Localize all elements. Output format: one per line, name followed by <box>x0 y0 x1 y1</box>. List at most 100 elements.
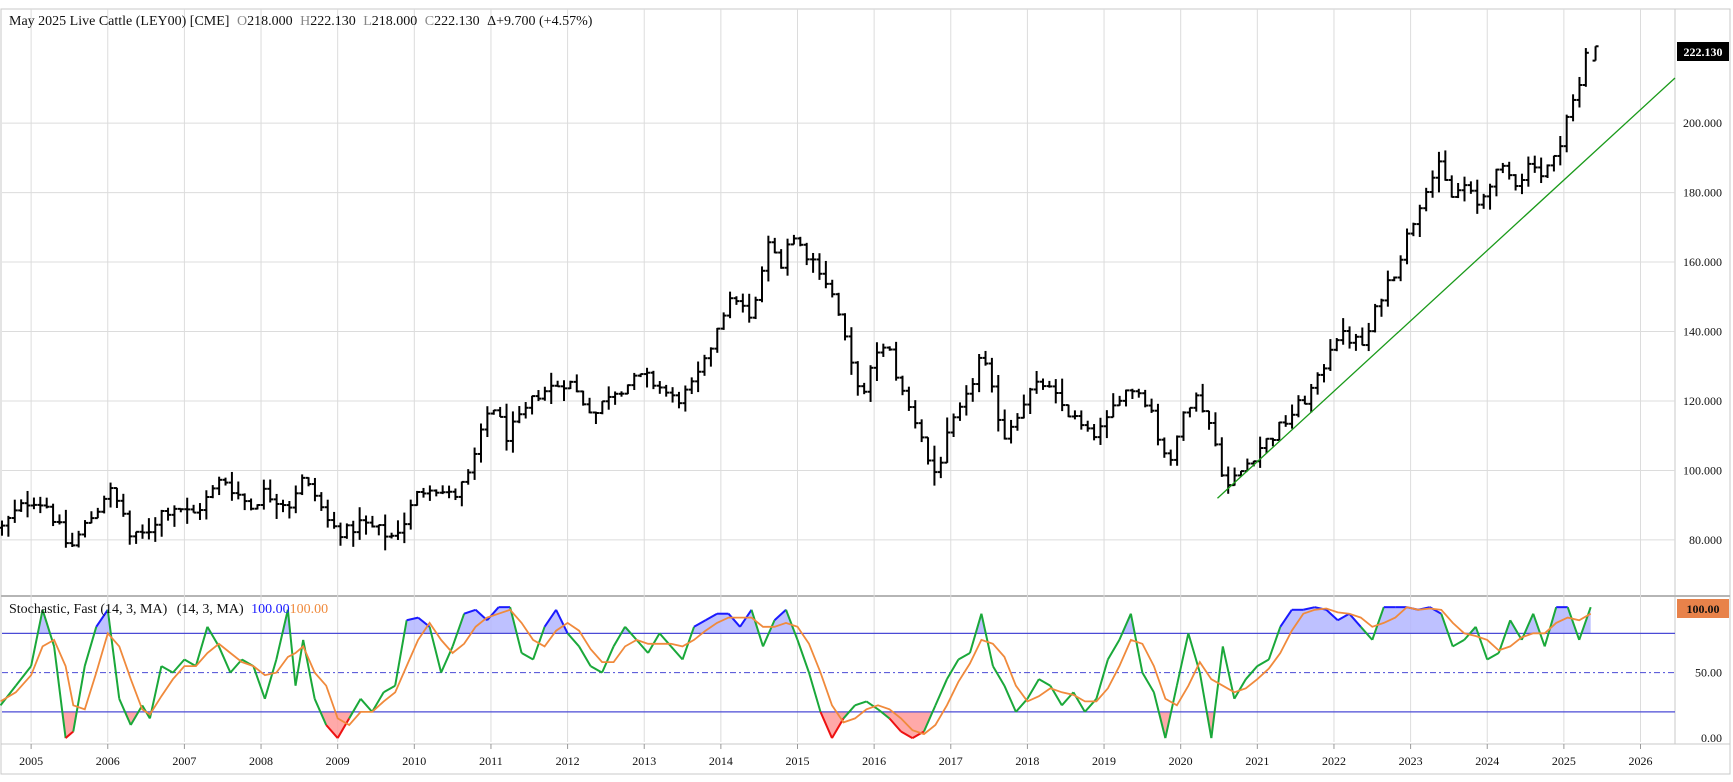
stochastic-k-segment <box>888 717 902 733</box>
stochastic-name: Stochastic, Fast (14, 3, MA) <box>9 602 168 617</box>
x-tick-label: 2005 <box>19 754 43 768</box>
stochastic-k-segment <box>1360 626 1374 641</box>
stochastic-k-segment <box>1348 613 1362 628</box>
stochastic-k-segment <box>64 730 74 739</box>
last-price-tag <box>1677 42 1729 61</box>
stochastic-k-segment <box>543 609 557 628</box>
stochastic-pane <box>0 606 1675 739</box>
x-tick-label: 2015 <box>785 754 809 768</box>
price-pane <box>0 45 1676 551</box>
stochastic-k-segment <box>1543 606 1558 647</box>
stochastic-header: Stochastic, Fast (14, 3, MA) (14, 3, MA)… <box>9 602 328 617</box>
stochastic-k-segment <box>750 609 764 647</box>
y-tick-label: 120.000 <box>1683 394 1722 408</box>
stochastic-k-segment <box>106 609 121 699</box>
stochastic-k-segment <box>383 684 396 694</box>
oversold-shading <box>820 711 850 739</box>
x-tick-label: 2022 <box>1322 754 1346 768</box>
stochastic-k-segment <box>1578 606 1592 641</box>
stochastic-k-segment <box>286 609 297 686</box>
x-tick-label: 2020 <box>1169 754 1193 768</box>
stochastic-k-segment <box>183 658 197 667</box>
stochastic-k-segment <box>1452 639 1465 648</box>
stochastic-k-segment <box>624 626 638 641</box>
stochastic-k-segment <box>831 717 845 739</box>
stochastic-k-segment <box>371 691 385 713</box>
x-tick-label: 2019 <box>1092 754 1116 768</box>
stochastic-k-segment <box>1107 639 1121 661</box>
stochastic-k-segment <box>72 665 86 732</box>
stochastic-k-segment <box>819 711 833 739</box>
stochastic-k-segment <box>727 613 741 628</box>
stochastic-k-segment <box>509 606 523 654</box>
stochastic-k-segment <box>1463 626 1477 641</box>
stochastic-k-segment <box>451 613 466 647</box>
y-tick-label: 200.000 <box>1683 116 1722 130</box>
low-value: 218.000 <box>372 14 418 29</box>
stochastic-k-segment <box>992 665 1006 687</box>
overbought-shading <box>1278 607 1367 634</box>
stochastic-k-segment <box>206 626 220 647</box>
stochastic-k-segment <box>1210 646 1224 739</box>
y-tick-label: 180.000 <box>1683 186 1722 200</box>
stochastic-y-tick-label: 0.00 <box>1701 731 1722 745</box>
stochastic-k-segment <box>635 639 649 654</box>
stochastic-k-segment <box>263 659 278 700</box>
stochastic-k-segment <box>773 609 787 621</box>
x-tick-label: 2023 <box>1399 754 1423 768</box>
stochastic-value-tag <box>1677 599 1729 618</box>
stochastic-k-segment <box>1303 606 1316 611</box>
stochastic-k-segment <box>923 704 937 732</box>
x-tick-label: 2010 <box>402 754 426 768</box>
stochastic-k-segment <box>865 700 879 711</box>
y-tick-label: 160.000 <box>1683 255 1722 269</box>
stochastic-k-segment <box>1520 613 1535 641</box>
high-value: 222.130 <box>310 14 356 29</box>
stochastic-k-segment <box>406 616 419 622</box>
stochastic-k-segment <box>325 724 339 739</box>
stochastic-k-segment <box>1245 665 1259 680</box>
stochastic-k-segment <box>394 620 408 686</box>
stochastic-k-segment <box>808 672 822 713</box>
stochastic-k-segment <box>95 609 109 628</box>
stochastic-k-segment <box>980 613 994 667</box>
stochastic-k-segment <box>762 619 776 647</box>
stochastic-k-segment <box>521 652 534 661</box>
stochastic-k-segment <box>934 678 948 706</box>
overbought-shading <box>691 609 759 634</box>
stochastic-k-segment <box>1129 613 1144 673</box>
x-tick-label: 2026 <box>1629 754 1653 768</box>
open-label: O <box>237 14 247 29</box>
stochastic-k-segment <box>463 608 476 615</box>
stochastic-k-segment <box>693 619 707 628</box>
stochastic-k-segment <box>854 700 867 707</box>
stochastic-k-segment <box>1279 609 1293 628</box>
stochastic-k-segment <box>1509 619 1523 641</box>
stochastic-k-value: 100.00 <box>251 602 290 617</box>
stochastic-k-segment <box>670 645 684 661</box>
oversold-shading <box>125 711 139 725</box>
oversold-shading <box>320 711 353 739</box>
gridlines <box>2 9 1675 742</box>
stochastic-k-segment <box>217 646 232 674</box>
chart-header: May 2025 Live Cattle (LEY00) [CME] O218.… <box>9 14 593 29</box>
stochastic-k-segment <box>1497 619 1512 654</box>
x-tick-label: 2014 <box>709 754 733 768</box>
stochastic-k-segment <box>1337 612 1350 622</box>
stochastic-d-value: 100.00 <box>290 602 329 617</box>
oversold-shading <box>1158 711 1172 739</box>
stochastic-k-segment <box>1164 685 1178 739</box>
stochastic-k-segment <box>1371 606 1385 641</box>
stochastic-k-segment <box>428 626 443 673</box>
stochastic-k-segment <box>313 698 328 726</box>
x-tick-label: 2017 <box>939 754 963 768</box>
y-tick-label: 140.000 <box>1683 325 1722 339</box>
stochastic-k-segment <box>1026 678 1040 700</box>
stochastic-y-tick-label: 50.00 <box>1695 666 1722 680</box>
stochastic-k-segment <box>900 730 913 739</box>
x-tick-label: 2016 <box>862 754 886 768</box>
stochastic-k-segment <box>612 626 626 647</box>
high-label: H <box>300 14 310 29</box>
stochastic-k-segment <box>1141 672 1155 693</box>
close-label: C <box>425 14 434 29</box>
